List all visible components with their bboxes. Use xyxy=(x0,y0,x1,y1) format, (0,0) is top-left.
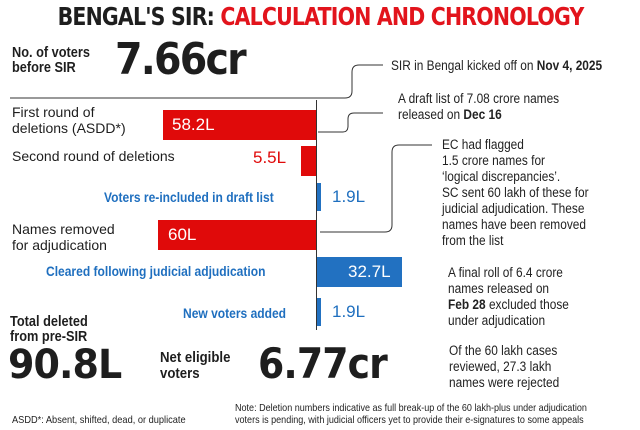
net-eligible-value: 6.77cr xyxy=(258,339,388,388)
deletion-note: Note: Deletion numbers indicative as ful… xyxy=(235,402,587,426)
voters-before-value: 7.66cr xyxy=(115,34,247,85)
chart-axis xyxy=(316,100,317,330)
value-second-round: 5.5L xyxy=(253,148,287,167)
label-line: Names removed xyxy=(12,221,115,237)
row-label-first-round: First round of deletions (ASDD*) xyxy=(12,104,126,136)
label-line: First round of xyxy=(12,104,95,120)
voters-before-label: No. of voters before SIR xyxy=(12,45,90,75)
note-line: EC had flagged xyxy=(442,137,524,152)
label-line: No. of voters xyxy=(12,44,90,61)
total-deleted-value: 90.8L xyxy=(8,342,122,388)
value-new-voters: 1.9L xyxy=(332,302,366,321)
label-line: from pre-SIR xyxy=(10,329,88,345)
note-line: Note: Deletion numbers indicative as ful… xyxy=(235,402,587,414)
title-part-2: CALCULATION AND CHRONOLOGY xyxy=(220,2,584,31)
value-reincluded: 1.9L xyxy=(332,187,366,206)
note-date: Nov 4, 2025 xyxy=(536,58,603,73)
row-label-removed-adjudication: Names removed for adjudication xyxy=(12,221,115,253)
note-line: names have been removed xyxy=(442,217,586,232)
note-line: A final roll of 6.4 crore xyxy=(448,265,563,280)
row-label-cleared: Cleared following judicial adjudication xyxy=(46,263,266,279)
label-line: before SIR xyxy=(12,59,76,76)
title-part-1: BENGAL'S SIR: xyxy=(57,2,221,31)
label-line: for adjudication xyxy=(12,237,107,253)
bar-second-round xyxy=(301,146,316,176)
bar-first-round xyxy=(163,110,316,140)
note-text: SIR in Bengal kicked off on xyxy=(391,58,537,73)
row-label-reincluded: Voters re-included in draft list xyxy=(104,189,274,205)
note-text: excluded those xyxy=(485,297,569,312)
note-line: ‘logical discrepancies’. xyxy=(442,169,561,184)
page-title: BENGAL'S SIR: CALCULATION AND CHRONOLOGY xyxy=(57,2,585,31)
note-line: reviewed, 27.3 lakh xyxy=(449,359,552,374)
note-line: names released on xyxy=(448,281,550,296)
value-cleared: 32.7L xyxy=(348,262,391,281)
note-line: SC sent 60 lakh of these for xyxy=(442,185,589,200)
note-draft-list: A draft list of 7.08 crore names release… xyxy=(398,91,559,123)
note-text: released on xyxy=(398,107,464,122)
label-line: Total deleted xyxy=(10,314,88,330)
note-date: Dec 16 xyxy=(463,107,502,122)
note-line: from the list xyxy=(442,233,504,248)
note-line: under adjudication xyxy=(448,313,546,328)
value-first-round: 58.2L xyxy=(172,115,215,134)
row-label-new-voters: New voters added xyxy=(183,305,287,321)
note-line: 1.5 crore names for xyxy=(442,153,546,168)
bar-removed-adjudication xyxy=(158,220,316,250)
label-line: voters xyxy=(160,365,200,382)
note-final-roll: A final roll of 6.4 crore names released… xyxy=(448,265,569,329)
note-line: A draft list of 7.08 crore names xyxy=(398,91,560,106)
total-deleted-label: Total deleted from pre-SIR xyxy=(10,315,88,345)
note-line: voters is pending, with judicial officer… xyxy=(235,414,584,426)
bar-new-voters xyxy=(317,298,321,326)
note-line: judicial adjudication. These xyxy=(442,201,585,216)
bar-reincluded xyxy=(317,183,321,211)
note-line: Of the 60 lakh cases xyxy=(449,343,558,358)
net-eligible-label: Net eligible voters xyxy=(160,350,230,382)
label-line: Net eligible xyxy=(160,349,231,366)
note-kickoff: SIR in Bengal kicked off on Nov 4, 2025 xyxy=(391,58,602,74)
value-removed-adjudication: 60L xyxy=(168,225,197,244)
bar-cleared xyxy=(317,257,402,287)
note-cases-reviewed: Of the 60 lakh cases reviewed, 27.3 lakh… xyxy=(449,343,559,391)
asdd-footnote: ASDD*: Absent, shifted, dead, or duplica… xyxy=(12,414,186,426)
label-line: deletions (ASDD*) xyxy=(12,120,126,136)
note-date: Feb 28 xyxy=(448,297,486,312)
note-line: names were rejected xyxy=(449,375,560,390)
note-ec-flagged: EC had flagged 1.5 crore names for ‘logi… xyxy=(442,137,589,249)
row-label-second-round: Second round of deletions xyxy=(12,148,175,164)
